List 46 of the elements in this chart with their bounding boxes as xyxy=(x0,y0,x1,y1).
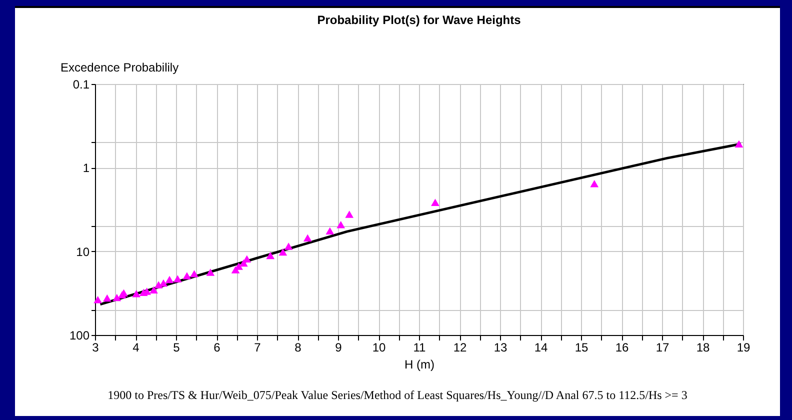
x-tick-label: 11 xyxy=(413,340,426,354)
x-tick-label: 5 xyxy=(173,340,180,354)
x-tick-label: 19 xyxy=(736,340,750,354)
point xyxy=(278,248,288,256)
x-tick-label: 16 xyxy=(615,340,629,354)
y-tick-label: 1 xyxy=(82,161,90,176)
text: 1900 to Pres/TS & Hur/Weib_075/Peak Value Series/Method of Least Squares/Hs_Young//D Anal 67.5 to 112.5/Hs >= 3 xyxy=(106,388,688,403)
point xyxy=(132,290,140,298)
y-axis-title: Excedence Probabilily xyxy=(60,60,179,74)
point xyxy=(182,272,192,280)
x-tick-label: 9 xyxy=(335,340,342,354)
point xyxy=(326,227,334,235)
x-tick-label: 12 xyxy=(453,340,467,354)
x-tick-label: 3 xyxy=(92,340,100,354)
y-tick-label: 10 xyxy=(76,244,90,259)
x-tick-label: 10 xyxy=(372,340,386,354)
point xyxy=(102,294,112,302)
y-tick-label: 100 xyxy=(69,328,90,342)
x-tick-label: 7 xyxy=(254,340,262,354)
point xyxy=(336,221,346,228)
point xyxy=(173,275,182,282)
point xyxy=(94,296,102,304)
x-tick-label: 18 xyxy=(696,340,710,354)
x-axis-title: H (m) xyxy=(404,358,434,372)
x-tick-label: 6 xyxy=(214,340,221,354)
point xyxy=(150,286,158,294)
point xyxy=(345,210,354,218)
y-tick-label: 0.1 xyxy=(72,78,90,92)
x-tick-label: 4 xyxy=(132,340,140,354)
point xyxy=(266,252,275,260)
chart-title: Probability Plot(s) for Wave Heights xyxy=(317,13,522,27)
x-tick-label: 13 xyxy=(494,340,508,354)
x-tick-label: 15 xyxy=(574,340,588,354)
point xyxy=(165,276,174,284)
point xyxy=(154,281,163,288)
point xyxy=(303,234,312,242)
point xyxy=(590,180,599,188)
point xyxy=(431,198,440,206)
point xyxy=(206,268,215,276)
point xyxy=(190,270,198,278)
x-tick-label: 17 xyxy=(656,340,670,354)
point xyxy=(284,242,293,250)
point xyxy=(112,294,122,302)
x-tick-label: 8 xyxy=(294,340,302,354)
x-tick-label: 14 xyxy=(534,340,548,354)
point xyxy=(734,140,744,148)
